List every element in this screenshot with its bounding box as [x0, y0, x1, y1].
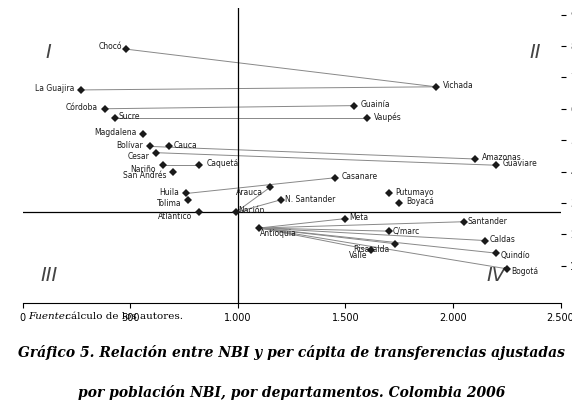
Text: II: II [529, 43, 541, 62]
Text: IV: IV [486, 266, 506, 284]
Text: Bolívar: Bolívar [116, 141, 143, 150]
Text: Magdalena: Magdalena [94, 128, 136, 137]
Text: I: I [46, 43, 51, 62]
Text: Fuente:: Fuente: [28, 312, 69, 321]
Text: Risaralda: Risaralda [353, 245, 390, 254]
Text: Cauca: Cauca [173, 141, 197, 150]
Text: Caquetá: Caquetá [206, 159, 239, 168]
Text: Arauca: Arauca [236, 188, 263, 197]
Text: Meta: Meta [349, 213, 369, 222]
Text: Vaupés: Vaupés [374, 112, 402, 121]
Text: Gráfico 5. Relación entre NBI y per cápita de transferencias ajustadas: Gráfico 5. Relación entre NBI y per cápi… [18, 345, 565, 360]
Text: Vichada: Vichada [443, 81, 474, 90]
Text: Putumayo: Putumayo [395, 188, 434, 196]
Text: San Andrés: San Andrés [123, 171, 166, 180]
Text: Bogotá: Bogotá [511, 267, 538, 276]
Text: Huila: Huila [160, 188, 180, 196]
Text: La Guajira: La Guajira [35, 84, 74, 93]
Text: cálculo de los autores.: cálculo de los autores. [62, 312, 182, 321]
Text: Tolima: Tolima [157, 199, 181, 208]
Text: Guaviare: Guaviare [503, 159, 538, 168]
Text: Córdoba: Córdoba [66, 103, 98, 112]
Text: Cesar: Cesar [128, 152, 149, 161]
Text: Nariño: Nariño [130, 165, 156, 174]
Text: C/marc: C/marc [392, 226, 420, 236]
Text: Sucre: Sucre [118, 112, 140, 121]
Text: Quindío: Quindío [500, 251, 530, 260]
Text: por población NBI, por departamentos. Colombia 2006: por población NBI, por departamentos. Co… [78, 385, 506, 400]
Text: Guainía: Guainía [361, 100, 391, 109]
Text: N. Santander: N. Santander [285, 195, 336, 204]
Text: III: III [40, 266, 57, 284]
Text: Valle: Valle [348, 251, 367, 260]
Text: Nación: Nación [239, 206, 265, 216]
Text: Caldas: Caldas [490, 235, 515, 244]
Text: Boyacá: Boyacá [406, 197, 434, 206]
Text: Chocó: Chocó [98, 42, 122, 51]
Text: Santander: Santander [468, 217, 508, 226]
Text: Antioquia: Antioquia [260, 229, 296, 238]
Text: Amazonas: Amazonas [482, 153, 521, 162]
Text: Casanare: Casanare [341, 172, 378, 181]
Text: Atlántico: Atlántico [158, 212, 192, 221]
